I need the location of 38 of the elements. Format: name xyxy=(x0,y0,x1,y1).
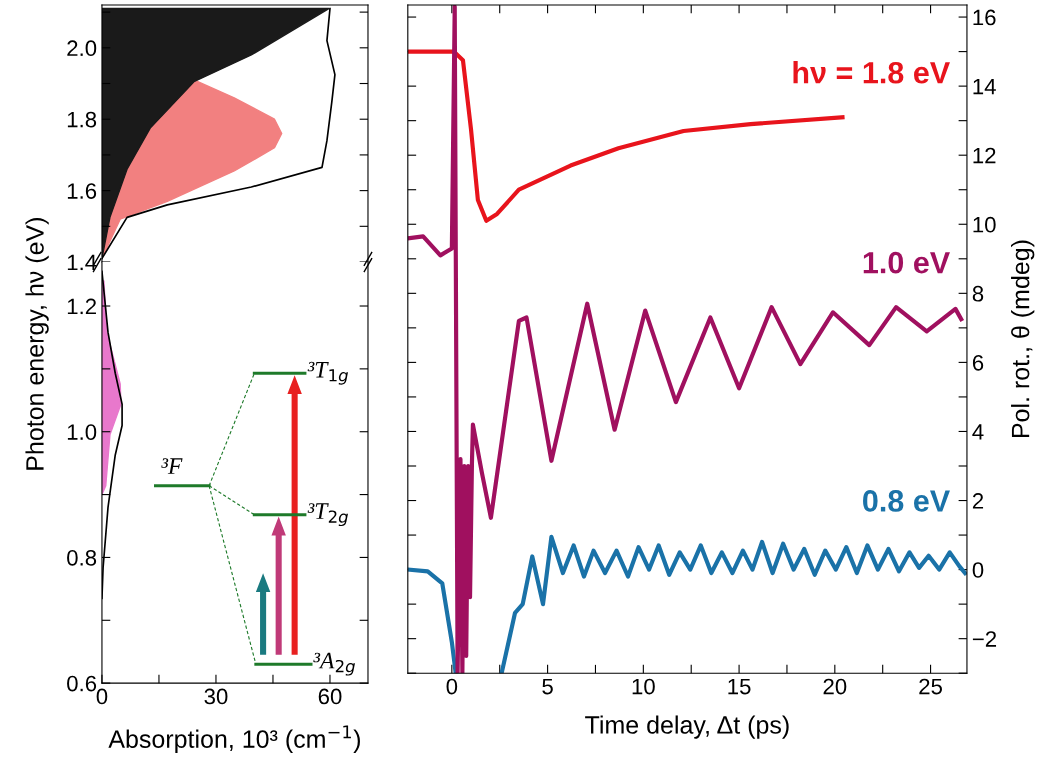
y2-axis-title: Pol. rot., θ (mdeg) xyxy=(1011,240,1035,438)
y2-tick-label: 12 xyxy=(973,147,996,164)
y2-tick-label: 8 xyxy=(972,285,984,302)
series-label: hν = 1.8 eV xyxy=(793,61,950,84)
x-tick-label: 0 xyxy=(96,688,108,705)
y2-tick-label: 10 xyxy=(973,216,996,233)
x-tick-label: 30 xyxy=(204,688,228,705)
y-tick-label: 1.6 xyxy=(67,183,97,199)
y-tick-label: 1.0 xyxy=(67,424,97,440)
y2-tick-label: 16 xyxy=(973,9,996,26)
x-tick-label: 20 xyxy=(823,678,847,695)
x-axis-title: Time delay, Δt (ps) xyxy=(585,715,789,739)
annotation: ³T$_{2g}$ xyxy=(307,503,348,527)
series-label: 1.0 eV xyxy=(863,251,950,274)
series-label: 0.8 eV xyxy=(863,490,950,512)
x-tick-label: 10 xyxy=(632,678,655,695)
x-tick-label: 60 xyxy=(318,688,342,705)
y2-tick-label: 4 xyxy=(972,424,984,440)
y2-tick-label: 2 xyxy=(972,493,984,509)
x-axis-title: Absorption, 10³ (cm$^{−1}$) xyxy=(108,725,360,753)
y-tick-label: 1.8 xyxy=(67,111,97,128)
x-tick-label: 25 xyxy=(919,678,942,695)
y-tick-label: 0.6 xyxy=(67,675,97,692)
y2-tick-label: −2 xyxy=(972,631,997,647)
line-series xyxy=(407,4,964,674)
y-tick-label: 1.2 xyxy=(67,298,96,315)
annotation: ³A$_{2g}$ xyxy=(313,652,355,676)
y2-tick-label: 0 xyxy=(972,562,984,578)
y2-tick-label: 14 xyxy=(973,78,996,95)
y-axis-title: Photon energy, hν (eV) xyxy=(25,218,49,470)
annotation: ³T$_{1g}$ xyxy=(307,361,348,385)
y2-tick-label: 6 xyxy=(972,354,984,371)
x-tick-label: 0 xyxy=(446,678,458,695)
x-tick-label: 5 xyxy=(542,678,553,695)
annotation: ³F xyxy=(161,458,183,474)
y-tick-label: 0.8 xyxy=(67,549,97,566)
x-tick-label: 15 xyxy=(728,678,751,695)
y-tick-label: 2.0 xyxy=(67,40,97,57)
